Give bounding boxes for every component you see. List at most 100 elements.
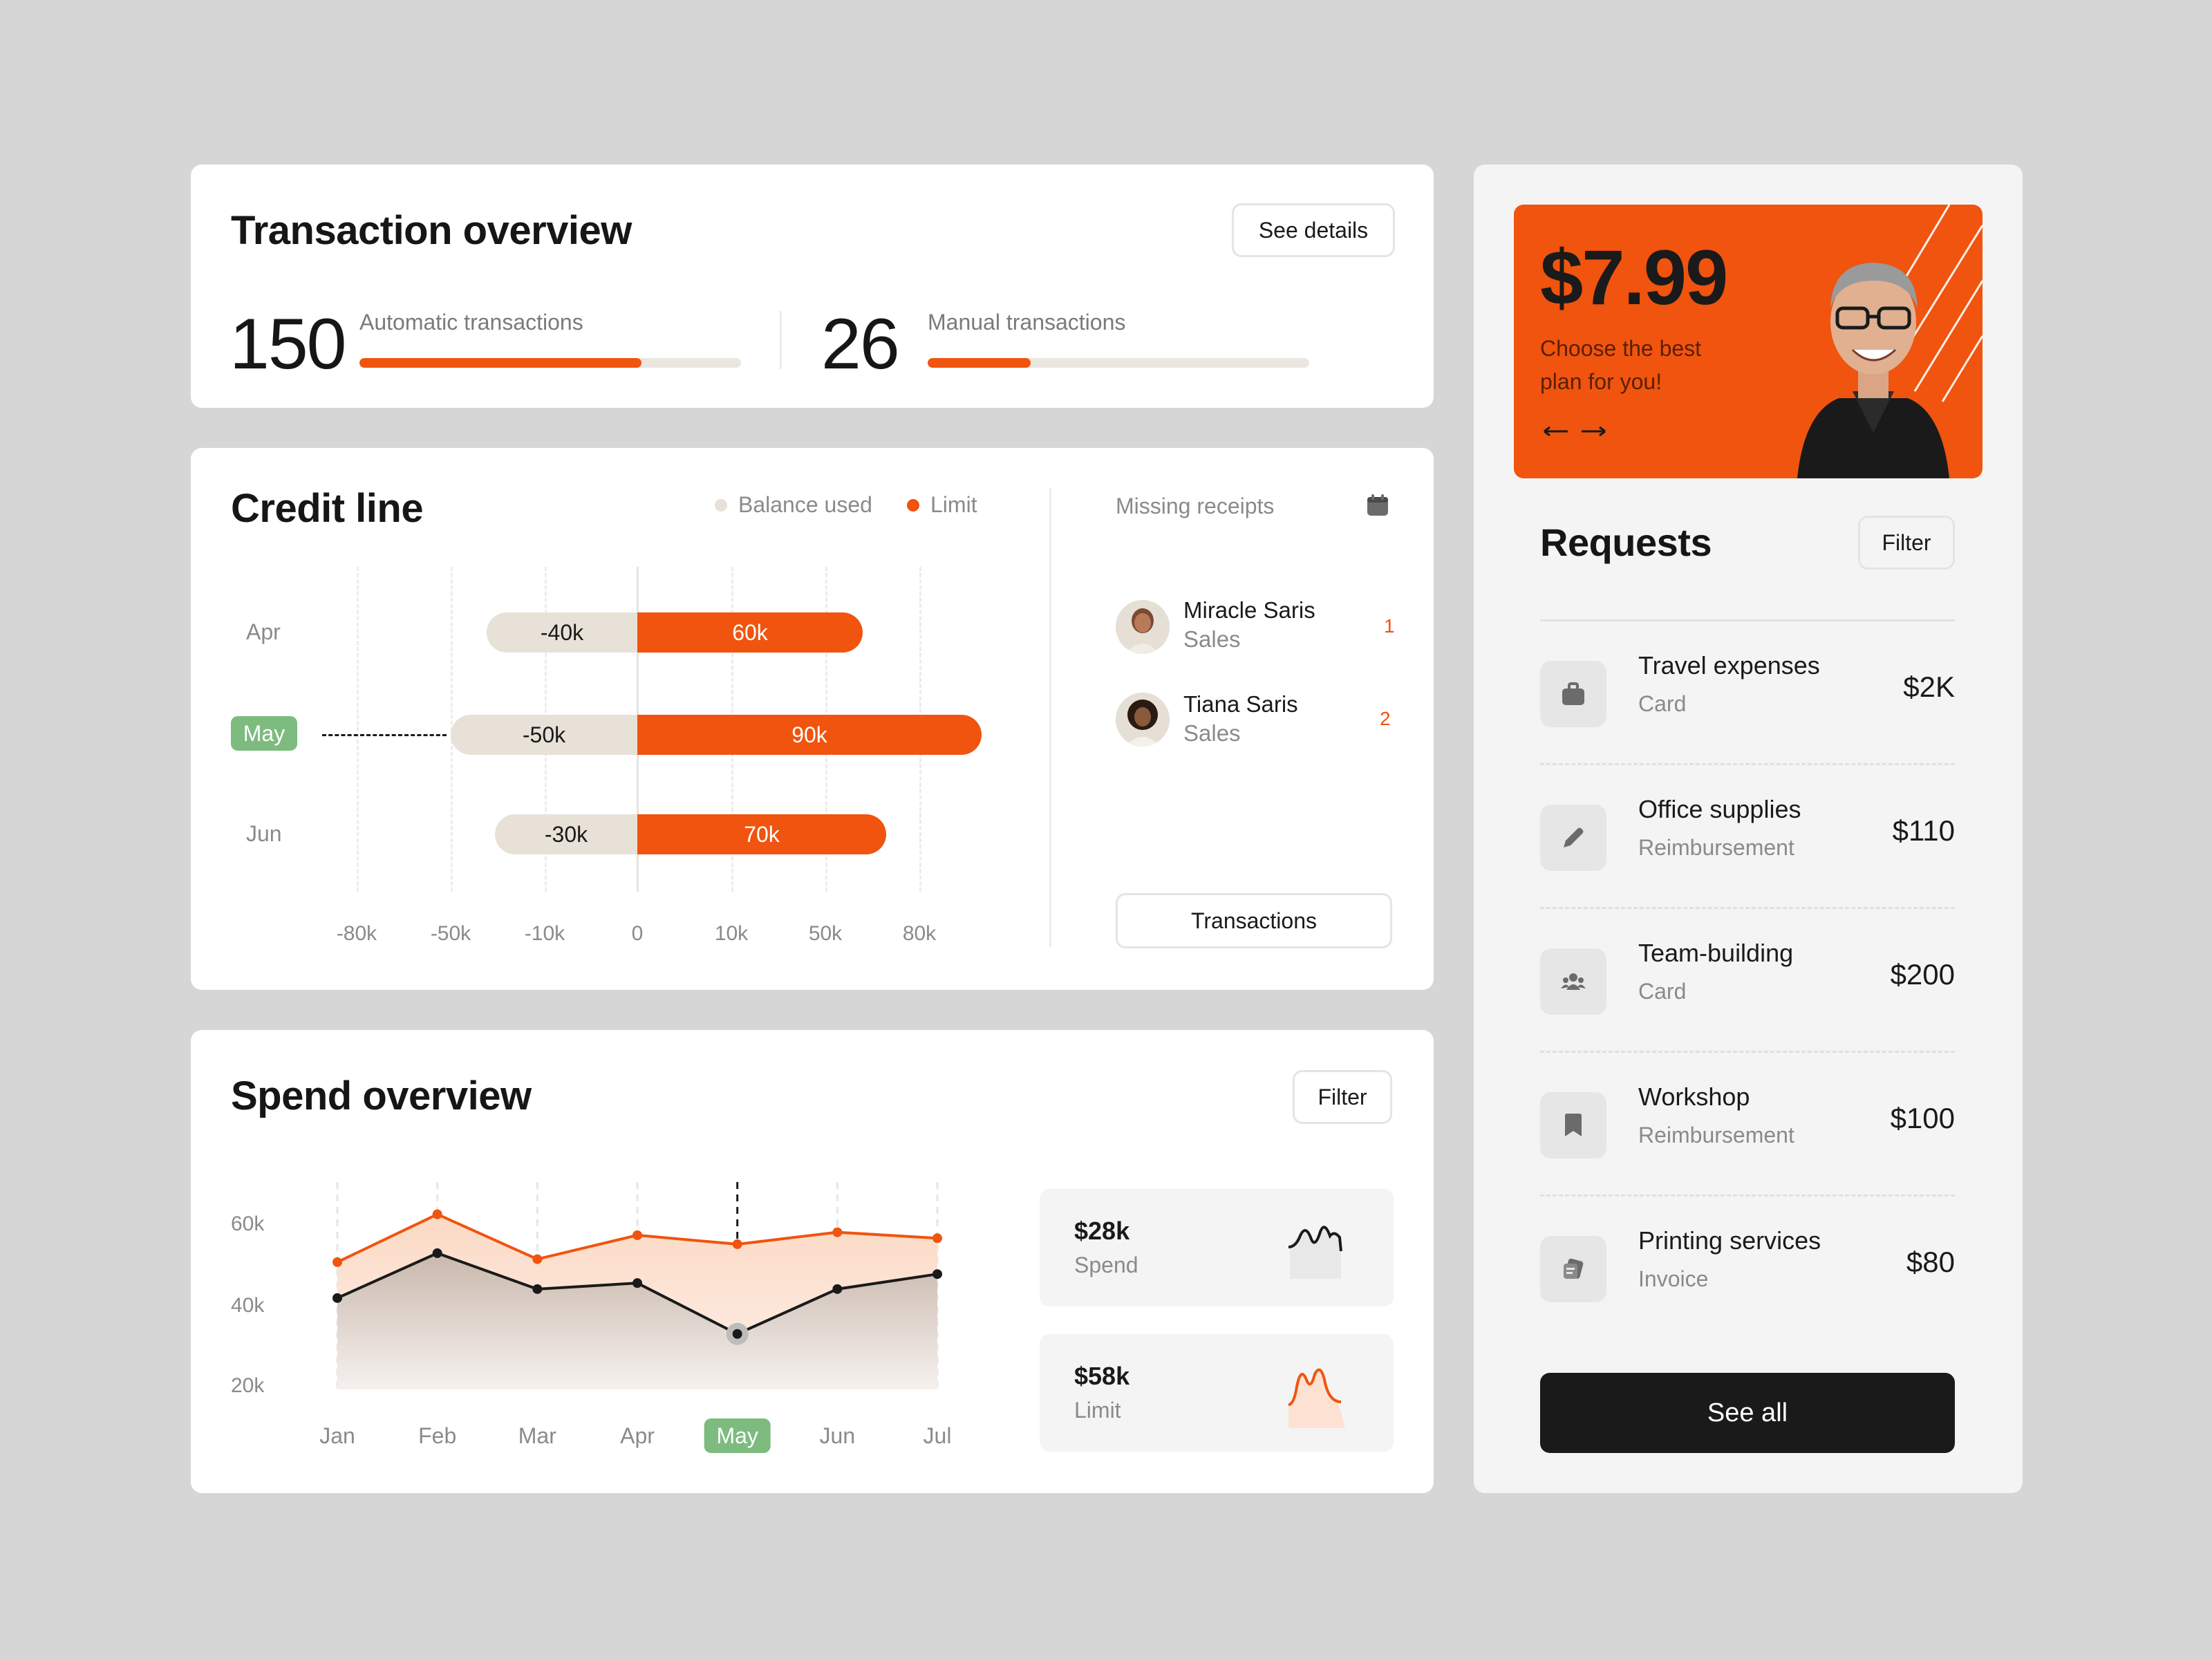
limit-point[interactable] (632, 1230, 642, 1240)
limit-stat-value: $58k (1074, 1362, 1130, 1390)
y-tick: 40k (231, 1294, 265, 1317)
limit-point[interactable] (532, 1254, 543, 1264)
x-axis-label: May (716, 1423, 758, 1448)
person-name: Tiana Saris (1183, 691, 1298, 717)
request-title: Printing services (1638, 1226, 1821, 1255)
requests-filter-button[interactable]: Filter (1858, 516, 1955, 570)
pencil-icon (1540, 805, 1606, 871)
promo-price: $7.99 (1540, 234, 1728, 321)
see-details-button[interactable]: See details (1232, 203, 1395, 257)
briefcase-icon (1540, 661, 1606, 727)
printer-icon (1540, 1236, 1606, 1302)
requests-panel: $7.99 Choose the best plan for you! (1474, 165, 2023, 1493)
limit-point[interactable] (932, 1233, 942, 1244)
request-row-travel[interactable]: Travel expenses Card $2K (1540, 641, 1955, 745)
legend-limit-label: Limit (930, 492, 977, 517)
request-title: Office supplies (1638, 795, 1801, 823)
month-label-may: May (231, 716, 297, 751)
request-row-office[interactable]: Office supplies Reimbursement $110 (1540, 785, 1955, 889)
x-axis-label: Jul (924, 1423, 952, 1448)
x-axis-label: Apr (620, 1423, 655, 1448)
request-row-printing[interactable]: Printing services Invoice $80 (1540, 1217, 1955, 1320)
x-axis-label: Feb (418, 1423, 456, 1448)
row-divider (1540, 907, 1955, 909)
bookmark-icon (1540, 1092, 1606, 1159)
section-divider (1049, 488, 1051, 947)
spend-point[interactable] (732, 1329, 742, 1339)
x-axis-label: Jan (319, 1423, 355, 1448)
y-tick: 20k (231, 1374, 265, 1397)
x-tick: -80k (336, 922, 377, 945)
limit-stat-card[interactable]: $58k Limit (1040, 1334, 1394, 1452)
spend-point[interactable] (532, 1284, 543, 1294)
arrow-right-icon[interactable] (1580, 424, 1608, 438)
x-axis-label: Mar (518, 1423, 556, 1448)
credit-line-card: Credit line Balance used Limit Apr -40k … (191, 448, 1434, 990)
automatic-progress (359, 358, 741, 368)
x-tick: 50k (808, 922, 843, 945)
request-amount: $110 (1892, 814, 1955, 847)
limit-point[interactable] (832, 1227, 843, 1237)
spend-point[interactable] (932, 1269, 942, 1280)
request-subtitle: Reimbursement (1638, 835, 1794, 860)
request-subtitle: Card (1638, 979, 1687, 1004)
x-tick: -50k (430, 922, 471, 945)
arrow-left-icon[interactable] (1541, 424, 1569, 438)
spend-sparkline-icon (1288, 1226, 1342, 1279)
calendar-icon[interactable] (1366, 494, 1389, 517)
month-label-jun: Jun (246, 821, 282, 846)
highlight-month-pill (704, 1418, 771, 1453)
request-subtitle: Invoice (1638, 1266, 1709, 1291)
request-row-workshop[interactable]: Workshop Reimbursement $100 (1540, 1073, 1955, 1177)
person-role: Sales (1183, 626, 1241, 652)
request-subtitle: Reimbursement (1638, 1123, 1794, 1147)
request-title: Workshop (1638, 1082, 1750, 1111)
spend-chart: Jan Feb Mar Apr May Jun Jul (319, 1182, 952, 1453)
spend-point[interactable] (332, 1293, 342, 1303)
see-all-button[interactable]: See all (1540, 1373, 1955, 1453)
legend-limit-dot (907, 498, 919, 512)
row-divider (1540, 1194, 1955, 1197)
spend-point[interactable] (632, 1278, 642, 1288)
receipt-count: 1 (1384, 615, 1395, 637)
limit-bar-may: 90k (637, 715, 982, 755)
person-name: Miracle Saris (1183, 597, 1315, 623)
limit-point[interactable] (432, 1209, 442, 1219)
limit-point[interactable] (332, 1257, 342, 1267)
automatic-count: 150 (229, 304, 347, 384)
team-icon (1540, 948, 1606, 1015)
legend-balance-label: Balance used (738, 492, 872, 517)
x-tick: 0 (631, 922, 644, 945)
transaction-overview-card: Transaction overview See details 150 Aut… (191, 165, 1434, 408)
x-tick: 10k (714, 922, 749, 945)
limit-bar-jun: 70k (637, 814, 886, 854)
balance-bar-may: -50k (451, 715, 637, 755)
request-row-team[interactable]: Team-building Card $200 (1540, 929, 1955, 1033)
limit-sparkline-icon (1288, 1368, 1345, 1428)
spend-point[interactable] (432, 1248, 442, 1258)
row-divider (1540, 763, 1955, 765)
manual-progress (928, 358, 1309, 368)
requests-header-divider (1540, 619, 1955, 621)
may-dashed-connector (322, 734, 447, 736)
spend-point[interactable] (832, 1284, 843, 1294)
balance-bar-apr: -40k (487, 612, 637, 653)
y-tick: 60k (231, 1212, 265, 1235)
request-amount: $80 (1906, 1246, 1955, 1278)
transaction-overview-title: Transaction overview (231, 208, 632, 253)
spend-stat-value: $28k (1074, 1217, 1130, 1245)
limit-point[interactable] (732, 1239, 742, 1249)
spend-stat-card[interactable]: $28k Spend (1040, 1189, 1394, 1306)
x-tick: 80k (902, 922, 937, 945)
spend-overview-title: Spend overview (231, 1074, 532, 1118)
spend-stat-label: Spend (1074, 1253, 1138, 1277)
transactions-button[interactable]: Transactions (1116, 893, 1392, 948)
filter-button[interactable]: Filter (1293, 1070, 1392, 1124)
receipt-count: 2 (1380, 708, 1391, 729)
promo-banner[interactable]: $7.99 Choose the best plan for you! (1514, 205, 1983, 478)
gridline (357, 567, 359, 892)
promo-person-image (1797, 205, 1983, 478)
balance-bar-jun: -30k (495, 814, 637, 854)
request-amount: $100 (1890, 1102, 1955, 1134)
missing-receipts-title: Missing receipts (1116, 494, 1275, 518)
